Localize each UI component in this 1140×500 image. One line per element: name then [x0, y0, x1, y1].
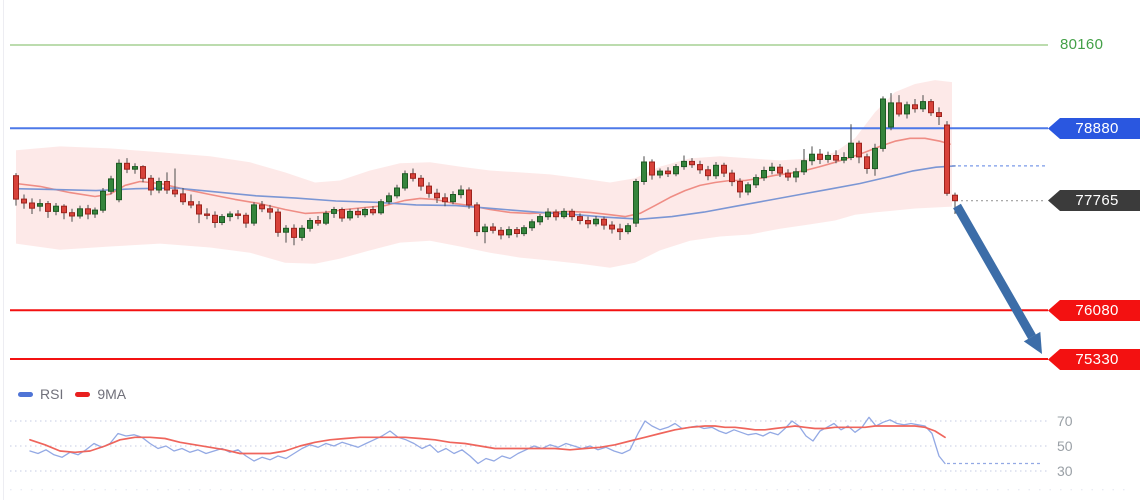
rsi-line: [29, 416, 946, 465]
rsi-axis-tick-50: 50: [1057, 438, 1073, 454]
panel-left-border: [3, 0, 4, 500]
9ma-series-label: 9MA: [97, 386, 127, 402]
projection-arrowhead: [1023, 331, 1042, 354]
price-tag-75330: 75330: [1048, 349, 1140, 370]
rsi-legend: RSI 9MA: [18, 386, 126, 402]
price-tag-78880: 78880: [1048, 118, 1140, 139]
price-chart-canvas[interactable]: [0, 0, 1140, 385]
legend-item-9ma[interactable]: 9MA: [75, 386, 126, 402]
price-tag-77765-last-price: 77765: [1048, 190, 1140, 211]
candles-group: [13, 93, 958, 246]
rsi-series-swatch-icon: [18, 391, 33, 397]
9ma-line: [29, 425, 946, 455]
projection-arrow-shaft: [953, 203, 1036, 339]
rsi-axis-tick-70: 70: [1057, 413, 1073, 429]
9ma-series-swatch-icon: [75, 391, 91, 397]
rsi-series-label: RSI: [40, 386, 64, 402]
rsi-panel-canvas[interactable]: [0, 385, 1140, 500]
volatility-band: [16, 80, 952, 268]
rsi-axis-tick-30: 30: [1057, 463, 1073, 479]
legend-item-rsi[interactable]: RSI: [18, 386, 63, 402]
price-tag-76080: 76080: [1048, 300, 1140, 321]
price-label-80160: 80160: [1060, 36, 1104, 53]
